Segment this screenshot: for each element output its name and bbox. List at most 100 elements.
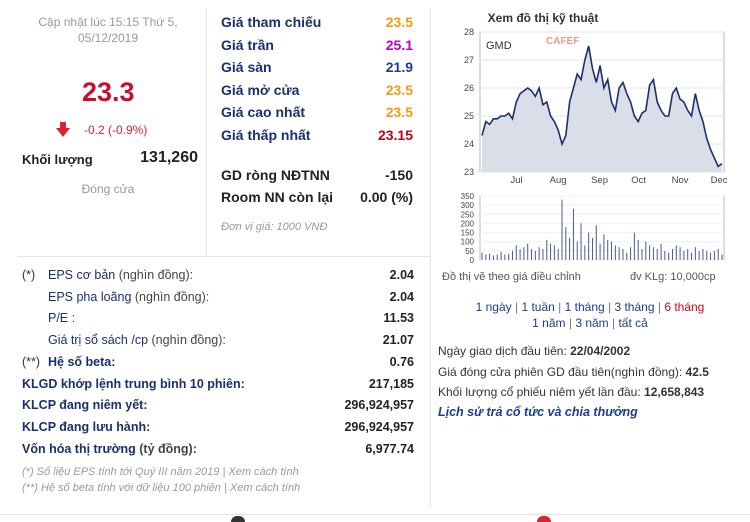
listing-label: Ngày giao dịch đầu tiên: xyxy=(438,344,571,358)
foreign-label: GD ròng NĐTNN xyxy=(221,167,330,183)
foreign-row: GD ròng NĐTNN -150 xyxy=(221,167,413,183)
footnote-marker: (*) xyxy=(22,268,36,282)
chart-footer-left: Đồ thị vẽ theo giá điều chỉnh xyxy=(442,271,581,283)
financial-value: 2.04 xyxy=(389,268,414,282)
price-row: Giá cao nhất 23.5 xyxy=(221,104,413,120)
financial-value: 296,924,957 xyxy=(344,419,414,434)
tab-icon[interactable] xyxy=(231,516,245,522)
technical-chart: 28 27 26 25 24 23 Jul Aug Sep Oct Nov Dec 3503002502… xyxy=(461,27,728,265)
financial-label: Vốn hóa thị trường xyxy=(22,441,136,456)
price-value: 21.9 xyxy=(385,59,413,75)
volume-tick-label: 350 xyxy=(461,192,475,201)
financial-label: KLCP đang lưu hành: xyxy=(22,419,151,434)
eps-note[interactable]: (*) Số liệu EPS tính tới Quý III năm 201… xyxy=(22,466,299,478)
period-separator: | xyxy=(654,300,665,314)
period-separator: | xyxy=(565,316,576,330)
financial-row: Giá trị sổ sách /cp (nghìn đồng): 21.07 xyxy=(22,333,414,347)
financial-label: EPS cơ bản xyxy=(48,268,116,282)
period-separator: | xyxy=(554,300,565,314)
divider xyxy=(206,8,207,256)
volume-label: Khối lượng xyxy=(22,152,93,167)
financial-unit: (nghìn đồng): xyxy=(148,333,226,348)
financial-value: 11.53 xyxy=(383,311,414,326)
price-value: 23.15 xyxy=(377,126,413,143)
listing-row: Ngày giao dịch đầu tiên: 22/04/2002 xyxy=(438,344,630,358)
financial-unit: (nghìn đồng): xyxy=(115,268,194,282)
financial-label: P/E xyxy=(48,311,69,326)
listing-label: Giá đóng cửa phiên GD đầu tiên(nghìn đồn… xyxy=(438,364,686,379)
price-label: Giá tham chiếu xyxy=(221,14,322,30)
period-option[interactable]: 1 ngày xyxy=(475,300,512,314)
financial-value: 6,977.74 xyxy=(365,441,414,456)
price-row: Giá trần 25.1 xyxy=(221,37,413,53)
foreign-row: Room NN còn lại 0.00 (%) xyxy=(221,189,413,205)
down-arrow-icon xyxy=(56,122,70,142)
period-option[interactable]: 3 tháng xyxy=(614,300,655,314)
unit-note: Đơn vị giá: 1000 VNĐ xyxy=(221,221,328,233)
financial-label: EPS pha loãng xyxy=(48,289,132,304)
financial-label-group: Giá trị sổ sách /cp (nghìn đồng): xyxy=(22,333,226,347)
foreign-value: 0.00 (%) xyxy=(360,189,413,205)
volume-value: 131,260 xyxy=(140,149,198,166)
chart-footer-right: đv KLg: 10,000cp xyxy=(630,271,716,283)
cafef-watermark: CAFEF xyxy=(546,36,579,47)
price-label: Giá mở cửa xyxy=(221,81,300,98)
price-row: Giá sàn 21.9 xyxy=(221,59,413,75)
financial-row: KLGD khớp lệnh trung bình 10 phiên: 217,1… xyxy=(22,377,414,391)
period-option[interactable]: 6 tháng xyxy=(664,300,705,314)
financial-label-group: KLCP đang niêm yết: xyxy=(22,398,147,412)
chart-title[interactable]: Xem đồ thị kỹ thuật xyxy=(487,11,599,25)
period-option[interactable]: 3 năm xyxy=(575,316,609,330)
x-tick-label: Sep xyxy=(591,175,608,186)
period-option[interactable]: 1 tuần xyxy=(521,300,555,314)
update-date: 05/12/2019 xyxy=(77,31,139,45)
price-row: Giá mở cửa 23.5 xyxy=(221,82,413,98)
dividend-history-link[interactable]: Lịch sử trả cổ tức và chia thưởng xyxy=(438,405,638,419)
financial-label-group: P/E : xyxy=(22,311,75,325)
divider xyxy=(0,514,750,515)
volume-tick-label: 150 xyxy=(461,229,475,238)
notes: (*) Số liệu EPS tính tới Quý III năm 201… xyxy=(22,464,300,496)
price-label: Giá thấp nhất xyxy=(221,126,311,143)
chart-symbol: GMD xyxy=(486,40,512,52)
financial-value: 2.04 xyxy=(389,289,414,304)
financial-label: KLCP đang niêm yết: xyxy=(22,398,148,413)
foreign-label: Room NN còn lại xyxy=(221,189,334,205)
y-tick-label: 27 xyxy=(464,55,474,65)
price-change: -0.2 (-0.9%) xyxy=(84,123,148,137)
financial-row: P/E : 11.53 xyxy=(22,311,414,325)
y-tick-label: 26 xyxy=(464,83,474,93)
period-option[interactable]: 1 tháng xyxy=(564,300,605,314)
volume-tick-label: 50 xyxy=(465,247,474,256)
volume-tick-label: 200 xyxy=(461,219,475,228)
volume-tick-label: 250 xyxy=(461,210,475,219)
price-value: 23.5 xyxy=(385,81,413,98)
financial-label: Hệ số beta: xyxy=(48,354,116,369)
price-label: Giá trần xyxy=(221,36,274,53)
financial-row: KLCP đang niêm yết: 296,924,957 xyxy=(22,398,414,412)
financial-unit: (nghìn đồng): xyxy=(131,289,210,304)
listing-row: Khối lượng cổ phiếu niêm yết lần đầu: 12… xyxy=(438,385,704,399)
financial-value: 296,924,957 xyxy=(344,398,414,413)
financial-label-group: KLGD khớp lệnh trung bình 10 phiên: xyxy=(22,377,245,391)
period-option[interactable]: 1 năm xyxy=(532,316,566,330)
current-price: 23.3 xyxy=(82,77,135,107)
price-area xyxy=(482,46,722,172)
x-tick-label: Aug xyxy=(550,175,567,186)
price-line xyxy=(481,45,723,168)
financial-value: 217,185 xyxy=(368,376,414,391)
period-separator: | xyxy=(604,300,615,314)
tab-icon[interactable] xyxy=(537,516,551,522)
beta-note[interactable]: (**) Hệ số beta tính với dữ liệu 100 phi… xyxy=(22,482,301,494)
financial-row: KLCP đang lưu hành: 296,924,957 xyxy=(22,420,414,434)
listing-value: 12,658,843 xyxy=(644,385,705,399)
listing-value: 22/04/2002 xyxy=(570,344,631,358)
listing-value: 42.5 xyxy=(685,364,709,379)
period-separator: | xyxy=(608,316,619,330)
y-tick-label: 28 xyxy=(464,27,474,37)
x-tick-label: Nov xyxy=(672,175,689,186)
listing-label: Khối lượng cổ phiếu niêm yết lần đầu: xyxy=(438,385,645,399)
price-value: 23.5 xyxy=(385,14,413,30)
price-value: 25.1 xyxy=(385,36,413,53)
period-option[interactable]: tất cả xyxy=(618,316,648,330)
